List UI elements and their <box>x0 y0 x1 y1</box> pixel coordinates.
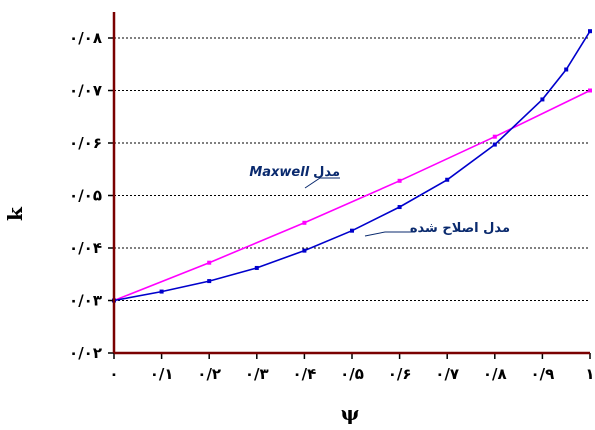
data-point-1 <box>350 228 354 233</box>
data-point-1 <box>492 142 497 147</box>
data-point-0 <box>397 178 402 183</box>
data-point-0 <box>302 220 307 225</box>
y-tick-label: ۰/۰۳ <box>69 292 102 310</box>
tick-labels: ۰/۰۲ ۰/۰۳ ۰/۰۴ ۰/۰۵ ۰/۰۶ ۰/۰۷ ۰/۰۸ ۰ ۰/۱ ۰/۲ ۰/۳ ۰/… <box>69 29 595 383</box>
annotation-maxwell-label: Maxwell مدل <box>249 165 340 180</box>
data-point-1 <box>397 205 402 210</box>
x-tick-label: ۰/۵ <box>340 365 364 383</box>
x-tick-label: ۰/۴ <box>293 365 317 383</box>
x-tick-label: ۰/۸ <box>483 365 507 383</box>
y-tick-label: ۰/۰۷ <box>69 82 102 100</box>
y-tick-label: ۰/۰۶ <box>69 134 102 152</box>
data-point-1 <box>540 97 545 102</box>
data-point-1 <box>445 177 450 182</box>
x-tick-label: ۱ <box>585 365 594 383</box>
data-point-1 <box>588 29 592 34</box>
annotation-modified-label: مدل اصلاح شده <box>410 221 510 236</box>
annotation-modified-leader <box>364 231 415 237</box>
x-axis-title: ψ <box>341 401 360 425</box>
x-tick-label: ۰/۹ <box>531 365 555 383</box>
annotation-maxwell-label-en: Maxwell <box>249 165 309 180</box>
grid-lines <box>114 37 590 301</box>
axes <box>108 12 591 359</box>
y-tick-label: ۰/۰۲ <box>69 344 102 362</box>
annotation-maxwell-label-fa: مدل <box>313 165 340 180</box>
annotation-maxwell: Maxwell مدل <box>249 165 340 189</box>
data-point-1 <box>302 248 307 253</box>
x-tick-label: ۰/۶ <box>388 365 412 383</box>
x-tick-label: ۰/۳ <box>245 365 269 383</box>
series-line-1 <box>113 30 591 302</box>
y-tick-label: ۰/۰۸ <box>69 29 102 47</box>
x-tick-label: ۰/۱ <box>150 365 174 383</box>
data-point-0 <box>207 260 212 265</box>
series-group <box>112 29 592 303</box>
x-tick-label: ۰/۷ <box>435 365 459 383</box>
data-point-1 <box>159 289 164 294</box>
data-point-1 <box>254 265 259 270</box>
data-point-1 <box>564 67 569 72</box>
data-point-0 <box>588 88 592 93</box>
x-tick-label: ۰ <box>109 365 118 383</box>
y-tick-label: ۰/۰۴ <box>69 239 102 257</box>
y-axis-title: k <box>3 206 27 221</box>
data-point-0 <box>492 134 497 139</box>
x-tick-label: ۰/۲ <box>197 365 221 383</box>
data-point-1 <box>207 279 212 284</box>
annotation-modified: مدل اصلاح شده <box>364 221 510 237</box>
annotation-maxwell-leader <box>304 177 340 189</box>
y-tick-label: ۰/۰۵ <box>69 187 102 205</box>
